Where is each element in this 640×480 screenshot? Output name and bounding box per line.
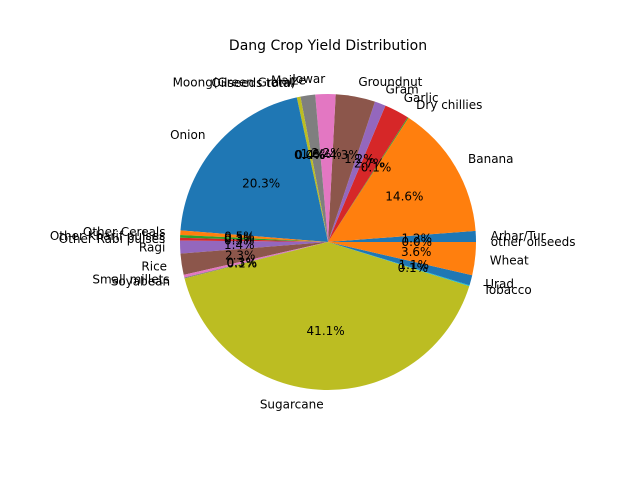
slice-wheat	[328, 242, 476, 276]
category-label-tobacco: Tobacco	[483, 283, 532, 297]
slice-onion	[180, 97, 328, 242]
percent-label-other-oilseeds: 0.0%	[402, 235, 433, 249]
percent-label-rice: 2.3%	[225, 248, 256, 262]
pie-percent-labels: 1.2%14.6%0.1%2.7%1.2%4.3%2.2%1.6%0.4%0.0…	[224, 146, 432, 338]
pie-slices	[180, 94, 476, 391]
category-label-other-rabi-pulses: Other Rabi pulses	[59, 232, 166, 246]
category-label-maize: Maize	[271, 74, 306, 88]
slice-rice	[180, 242, 328, 275]
percent-label-garlic: 2.7%	[354, 156, 385, 170]
slice-gram	[328, 101, 386, 243]
category-label-onion: Onion	[170, 128, 205, 142]
percent-label-moong-green-gram: 0.4%	[295, 148, 326, 162]
percent-label-other-rabi-pulses: 0.3%	[224, 233, 255, 247]
chart-title: Dang Crop Yield Distribution	[229, 38, 427, 54]
category-label-gram: Gram	[385, 83, 418, 97]
slice-other-rabi-pulses	[180, 237, 328, 242]
slice-arhar-tur	[328, 230, 476, 242]
category-label-wheat: Wheat	[490, 253, 529, 267]
percent-label-maize: 1.6%	[301, 147, 332, 161]
category-label-arhar-tur: Arhar/Tur	[491, 229, 546, 243]
category-label-groundnut: Groundnut	[358, 75, 422, 89]
percent-label-groundnut: 4.3%	[329, 148, 360, 162]
category-label-ragi: Ragi	[139, 241, 165, 255]
slice-banana	[328, 117, 476, 242]
category-label-garlic: Garlic	[404, 91, 439, 105]
slice-other-cereals	[180, 230, 328, 242]
percent-label-arhar-tur: 1.2%	[401, 232, 432, 246]
slice-soyabean	[184, 242, 328, 279]
percent-label-tobacco: 0.1%	[398, 261, 429, 275]
pie-category-labels: Arhar/Tur Banana Dry chilliesGarlicGramGro…	[50, 72, 576, 412]
slice-urad	[328, 242, 473, 286]
category-label-soyabean: Soyabean	[111, 275, 170, 289]
slice-ragi	[180, 240, 328, 254]
category-label-other-oilseeds: other oilseeds	[491, 235, 576, 249]
slice-other-kharif-pulses	[180, 235, 328, 242]
slice-small-millets	[183, 242, 328, 278]
percent-label-urad: 1.1%	[399, 258, 430, 272]
percent-label-sugarcane: 41.1%	[307, 324, 345, 338]
slice-sugarcane	[184, 242, 470, 391]
slice-tobacco	[328, 242, 470, 287]
category-label-dry-chillies: Dry chillies	[416, 98, 482, 112]
slice-garlic	[328, 105, 408, 242]
category-label-jowar: Jowar	[291, 72, 325, 86]
percent-label-dry-chillies: 0.1%	[361, 160, 392, 174]
percent-label-banana: 14.6%	[385, 190, 423, 204]
category-label-oilseeds-total: Oilseeds total	[211, 76, 293, 90]
category-label-urad: Urad	[485, 277, 514, 291]
percent-label-oilseeds-total: 0.0%	[294, 148, 325, 162]
category-label-other-kharif-pulses: Other Kharif pulses	[50, 229, 165, 243]
percent-label-ragi: 1.4%	[224, 238, 255, 252]
percent-label-onion: 20.3%	[242, 177, 280, 191]
percent-label-other-kharif-pulses: 0.3%	[224, 232, 255, 246]
percent-label-wheat: 3.6%	[401, 245, 432, 259]
category-label-banana: Banana	[468, 152, 514, 166]
slice-jowar	[315, 94, 336, 242]
percent-label-gram: 1.2%	[344, 152, 375, 166]
category-label-sugarcane: Sugarcane	[260, 398, 324, 412]
percent-label-small-millets: 0.3%	[226, 256, 257, 270]
category-label-rice: Rice	[141, 260, 167, 274]
percent-label-other-cereals: 0.5%	[224, 229, 255, 243]
slice-groundnut	[328, 94, 375, 242]
percent-label-soyabean: 0.1%	[227, 257, 258, 271]
slice-maize	[300, 94, 328, 242]
slice-dry-chillies	[328, 117, 409, 242]
category-label-moong-green-gram: Moong(Green Gram)	[173, 75, 296, 89]
percent-label-jowar: 2.2%	[311, 146, 342, 160]
category-label-other-cereals: Other Cereals	[83, 225, 166, 239]
slice-moong-green-gram	[296, 96, 328, 242]
category-label-small-millets: Small millets	[92, 273, 169, 287]
